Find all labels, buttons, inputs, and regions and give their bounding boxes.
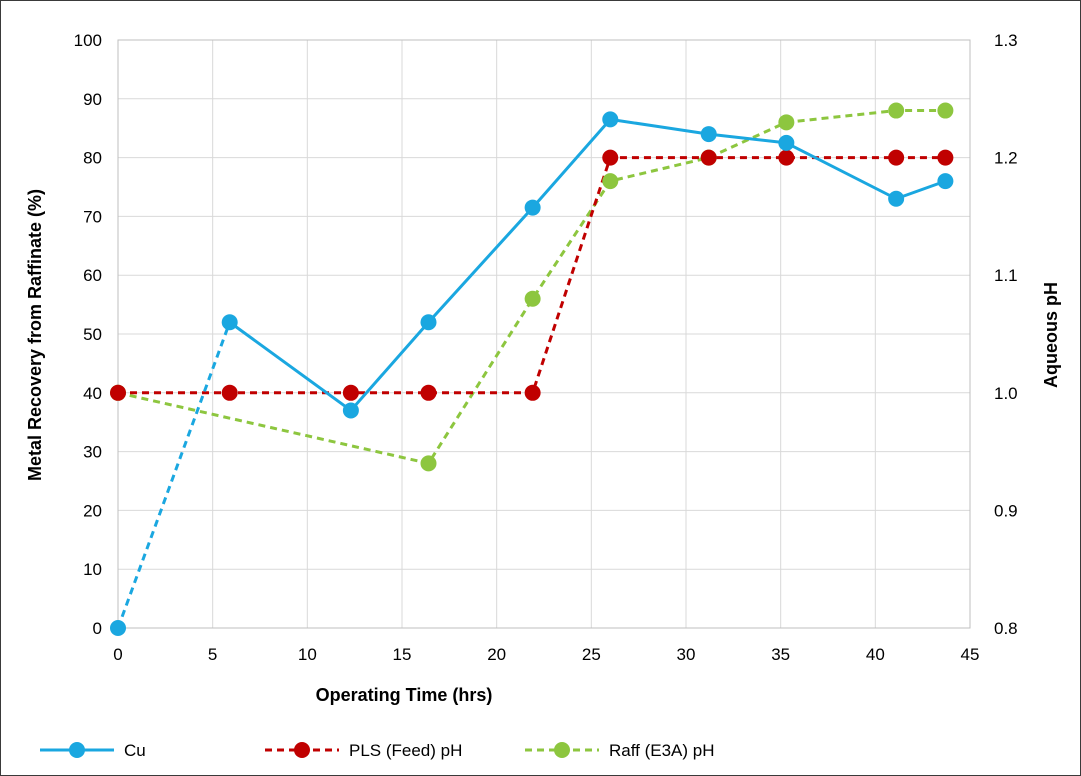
y2-axis-title: Aqueous pH [1041, 282, 1061, 388]
x-tick-label: 35 [771, 645, 790, 664]
y-tick-label: 50 [83, 325, 102, 344]
cu-line-dashed-segment [116, 321, 232, 629]
plot-area-border [117, 39, 971, 629]
x-tick-label: 5 [208, 645, 217, 664]
y-tick-label: 60 [83, 266, 102, 285]
y-tick-label: 90 [83, 90, 102, 109]
y2-tick-label: 0.9 [994, 501, 1018, 520]
cu-point [602, 111, 619, 128]
y-tick-label: 0 [93, 619, 102, 638]
pls-feed-ph-point [420, 384, 437, 401]
cu-line [228, 117, 946, 412]
y-tick-labels: 0 10 20 30 40 50 60 70 80 90 100 [74, 31, 102, 638]
y-tick-label: 70 [83, 207, 102, 226]
x-tick-label: 30 [677, 645, 696, 664]
raff-e3a-ph-point [602, 173, 619, 190]
y-tick-label: 30 [83, 443, 102, 462]
pls-feed-ph-line [118, 156, 946, 395]
cu-legend-marker [69, 742, 85, 758]
y2-tick-label: 1.2 [994, 149, 1018, 168]
pls-feed-ph-point [602, 149, 619, 166]
cu-point [888, 190, 905, 207]
legend: Cu PLS (Feed) pH Raff (E3A) pH [40, 741, 715, 760]
cu-point [110, 620, 126, 636]
cu-point [524, 199, 541, 216]
raff-e3a-ph-point [420, 455, 437, 472]
y-tick-label: 80 [83, 149, 102, 168]
pls-feed-ph-point [221, 384, 238, 401]
y-tick-label: 10 [83, 560, 102, 579]
cu-point [420, 314, 437, 331]
y-tick-label: 20 [83, 501, 102, 520]
raff-e3a-ph-point [778, 114, 795, 131]
y2-tick-label: 1.1 [994, 266, 1018, 285]
x-tick-label: 45 [961, 645, 980, 664]
pls-feed-ph-point [524, 384, 541, 401]
x-tick-label: 10 [298, 645, 317, 664]
pls-feed-ph-legend-label: PLS (Feed) pH [349, 741, 462, 760]
y-tick-label: 40 [83, 384, 102, 403]
y2-tick-label: 1.3 [994, 31, 1018, 50]
y-tick-label: 100 [74, 31, 102, 50]
cu-legend-label: Cu [124, 741, 146, 760]
pls-feed-ph-point [700, 149, 717, 166]
cu-point [937, 173, 954, 190]
series-lines [116, 109, 946, 629]
y-axis-title: Metal Recovery from Raffinate (%) [25, 189, 45, 481]
axes [117, 39, 971, 629]
y2-tick-labels: 0.8 0.9 1.0 1.1 1.2 1.3 [994, 31, 1018, 638]
pls-feed-ph-legend-marker [294, 742, 310, 758]
x-tick-label: 20 [487, 645, 506, 664]
y2-tick-label: 0.8 [994, 619, 1018, 638]
cu-point [342, 402, 359, 419]
raff-e3a-ph-line [117, 109, 946, 465]
x-tick-label: 25 [582, 645, 601, 664]
x-tick-label: 0 [113, 645, 122, 664]
x-tick-label: 15 [393, 645, 412, 664]
cu-point [221, 314, 238, 331]
raff-e3a-ph-point [524, 290, 541, 307]
x-axis-title: Operating Time (hrs) [316, 685, 493, 705]
cu-point [778, 134, 795, 151]
pls-feed-ph-point [778, 149, 795, 166]
pls-feed-ph-point [342, 384, 359, 401]
pls-feed-ph-point [888, 149, 905, 166]
raff-e3a-ph-legend-label: Raff (E3A) pH [609, 741, 715, 760]
raff-e3a-ph-point [937, 102, 954, 119]
x-tick-label: 40 [866, 645, 885, 664]
y2-tick-label: 1.0 [994, 384, 1018, 403]
cu-point [700, 126, 717, 143]
x-tick-labels: 0 5 10 15 20 25 30 35 40 45 [113, 645, 979, 664]
raff-e3a-ph-legend-marker [554, 742, 570, 758]
series-points [110, 102, 954, 636]
pls-feed-ph-point [937, 149, 954, 166]
raff-e3a-ph-point [888, 102, 905, 119]
pls-feed-ph-point [110, 384, 126, 401]
